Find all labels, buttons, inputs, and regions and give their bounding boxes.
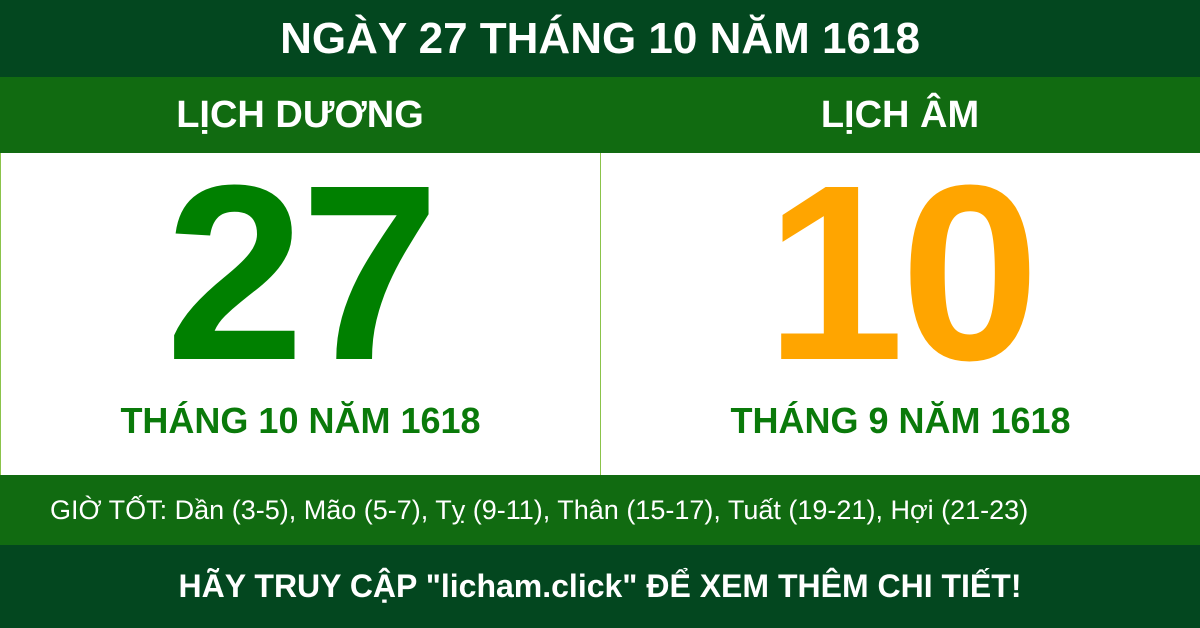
- page-title: NGÀY 27 THÁNG 10 NĂM 1618: [0, 0, 1200, 77]
- solar-month-year: THÁNG 10 NĂM 1618: [120, 400, 481, 441]
- calendar-panels: 27 THÁNG 10 NĂM 1618 10 THÁNG 9 NĂM 1618: [0, 133, 1200, 475]
- lunar-day: 10: [765, 133, 1039, 412]
- solar-heading: LỊCH DƯƠNG: [176, 93, 424, 136]
- solar-day: 27: [165, 133, 439, 412]
- lunar-heading: LỊCH ÂM: [820, 93, 980, 136]
- calendar-headings: LỊCH DƯƠNG LỊCH ÂM: [0, 77, 1200, 153]
- footer-cta: HÃY TRUY CẬP "licham.click" ĐỂ XEM THÊM …: [0, 545, 1200, 628]
- lunar-month-year: THÁNG 9 NĂM 1618: [730, 400, 1071, 441]
- good-hours: GIỜ TỐT: Dần (3-5), Mão (5-7), Tỵ (9-11)…: [0, 475, 1200, 545]
- lunar-panel: 10 THÁNG 9 NĂM 1618: [601, 133, 1200, 475]
- solar-panel: 27 THÁNG 10 NĂM 1618: [0, 133, 601, 475]
